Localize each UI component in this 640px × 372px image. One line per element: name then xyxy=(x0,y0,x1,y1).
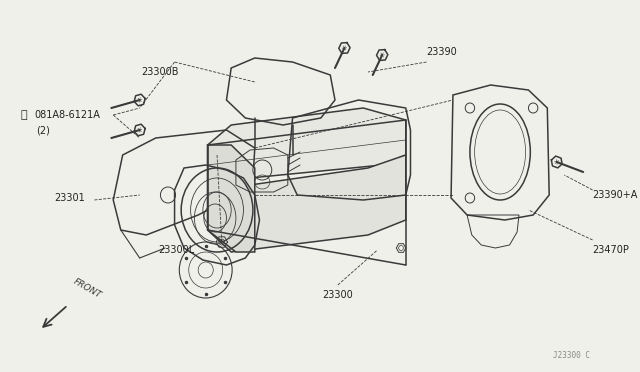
Polygon shape xyxy=(207,108,406,178)
Text: FRONT: FRONT xyxy=(72,277,103,300)
Polygon shape xyxy=(207,155,406,252)
Text: (2): (2) xyxy=(36,125,50,135)
Text: 23300: 23300 xyxy=(323,290,353,300)
Text: 23390: 23390 xyxy=(426,47,457,57)
Text: 23300L: 23300L xyxy=(159,245,195,255)
Text: 23300B: 23300B xyxy=(141,67,179,77)
Polygon shape xyxy=(207,145,255,252)
Text: Ⓑ: Ⓑ xyxy=(20,110,28,120)
Text: 23470P: 23470P xyxy=(593,245,630,255)
Text: 081A8-6121A: 081A8-6121A xyxy=(34,110,100,120)
Text: 23301: 23301 xyxy=(55,193,86,203)
Text: J23300 C: J23300 C xyxy=(553,351,590,360)
Text: 23390+A: 23390+A xyxy=(593,190,638,200)
